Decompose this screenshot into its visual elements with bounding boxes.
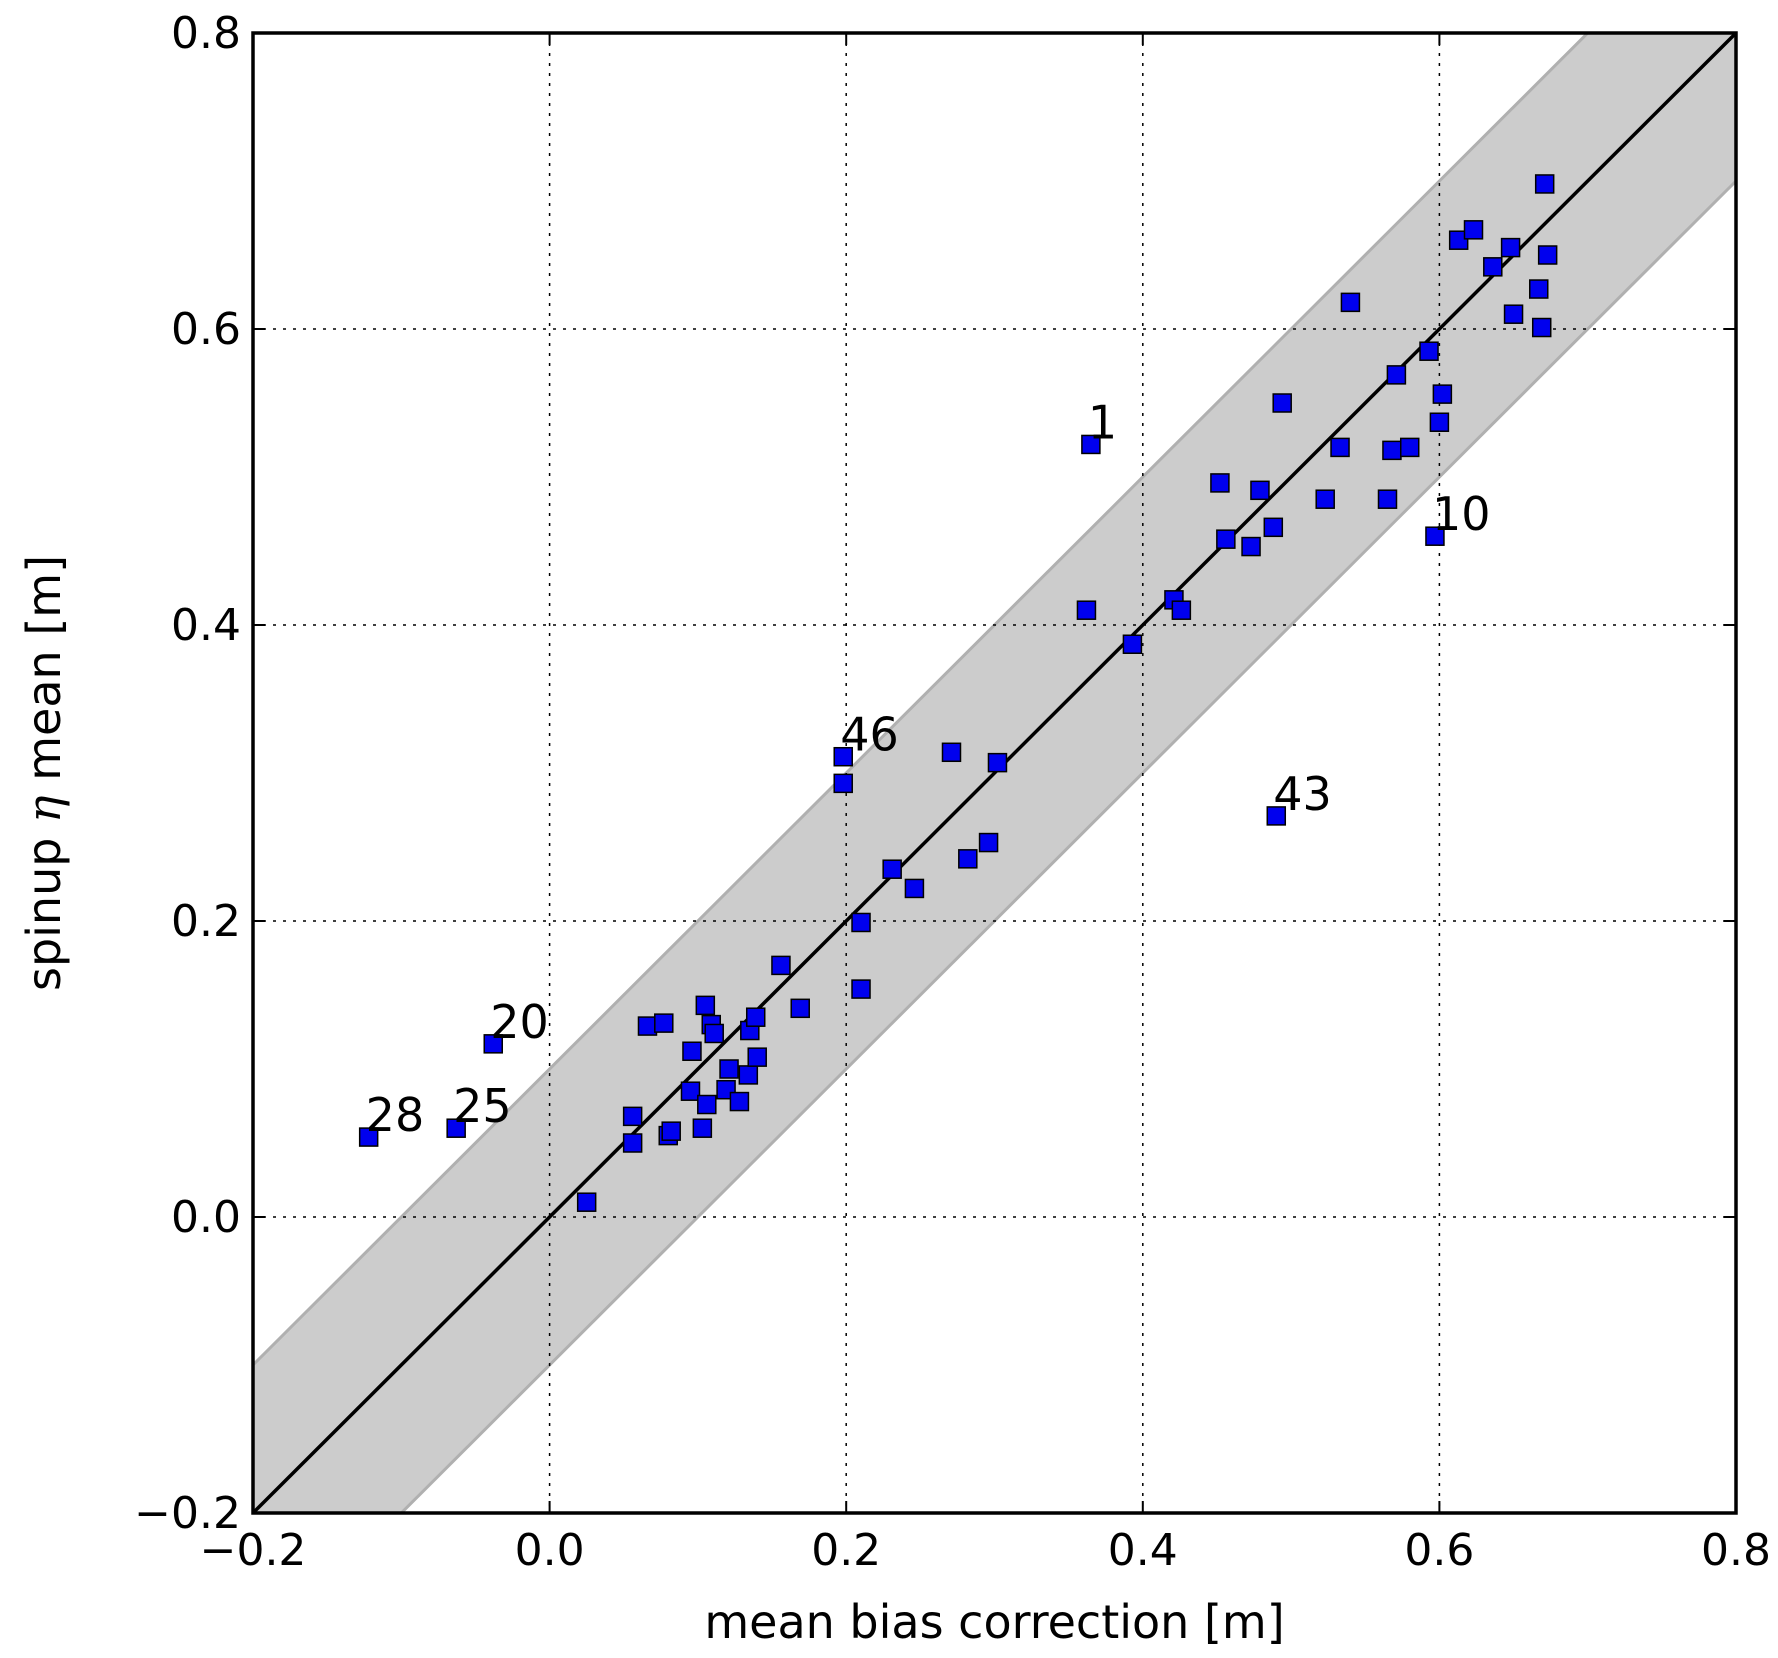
data-point	[695, 995, 716, 1016]
data-point	[1382, 440, 1402, 461]
data-point	[661, 1121, 681, 1141]
x-tick-label: 0.2	[811, 1525, 881, 1576]
y-tick-label: 0.6	[171, 304, 241, 355]
data-point	[958, 849, 978, 869]
eta-symbol: η	[17, 795, 71, 823]
data-point	[446, 1118, 466, 1138]
x-tick-label: 0.0	[515, 1525, 585, 1576]
point-annotation: 1	[1088, 395, 1117, 449]
data-point	[1503, 304, 1524, 324]
data-point	[1122, 634, 1143, 654]
data-point	[882, 859, 902, 879]
data-points	[358, 174, 1558, 1212]
data-point	[1315, 489, 1335, 509]
x-tick-label: −0.2	[200, 1525, 307, 1576]
point-annotation: 10	[1432, 487, 1491, 541]
data-point	[833, 773, 853, 794]
data-point	[1419, 341, 1439, 361]
y-tick-label: 0.8	[171, 8, 241, 59]
y-axis-label-suffix: mean [m]	[17, 555, 71, 795]
data-point	[682, 1041, 702, 1061]
data-point	[1241, 536, 1261, 557]
data-point	[1330, 437, 1350, 458]
data-point	[704, 1023, 724, 1044]
data-point	[1534, 174, 1555, 194]
data-point	[1377, 489, 1398, 509]
data-point	[1216, 529, 1236, 549]
data-point	[1483, 257, 1503, 277]
data-point	[697, 1094, 717, 1115]
grid-lines	[253, 33, 1736, 1513]
data-point	[1500, 237, 1521, 258]
data-point	[1386, 365, 1407, 385]
data-point	[622, 1106, 643, 1127]
y-tick-label: −0.2	[134, 1488, 241, 1539]
data-point	[1432, 384, 1453, 404]
y-tick-label: 0.2	[171, 896, 241, 947]
data-point	[1081, 434, 1101, 455]
data-point	[719, 1059, 739, 1079]
y-axis-ticks: −0.2 0.0 0.2 0.4 0.6 0.8	[134, 8, 1736, 1539]
point-annotation: 25	[453, 1079, 512, 1133]
data-point	[1340, 292, 1361, 313]
data-point	[1463, 220, 1484, 240]
data-point	[1448, 230, 1469, 250]
data-point	[358, 1127, 379, 1147]
data-point	[622, 1133, 643, 1153]
x-tick-label: 0.6	[1404, 1525, 1474, 1576]
data-point	[654, 1013, 674, 1033]
data-point	[904, 878, 925, 899]
data-point	[1529, 279, 1549, 299]
data-point	[1250, 480, 1270, 501]
data-point	[978, 832, 999, 853]
data-point	[745, 1007, 766, 1027]
data-point	[1429, 412, 1450, 432]
data-point	[1266, 806, 1287, 826]
plot-frame	[251, 31, 1738, 1515]
x-tick-label: 0.8	[1701, 1525, 1771, 1576]
y-axis-label-prefix: spinup	[17, 823, 71, 991]
data-point	[1399, 437, 1420, 458]
y-tick-label: 0.4	[171, 600, 241, 651]
point-annotation: 20	[490, 995, 549, 1049]
y-tick-label: 0.0	[171, 1192, 241, 1243]
point-annotations: 1 10 46 43 20 28 25	[366, 395, 1491, 1142]
point-annotation: 43	[1273, 767, 1332, 821]
data-point	[692, 1118, 713, 1138]
x-tick-label: 0.4	[1108, 1525, 1178, 1576]
data-point	[941, 742, 962, 763]
data-point	[576, 1192, 597, 1212]
identity-line	[253, 33, 1736, 1513]
x-axis-label: mean bias correction [m]	[704, 1595, 1284, 1649]
x-axis-ticks: −0.2 0.0 0.2 0.4 0.6 0.8	[200, 33, 1771, 1576]
point-annotation: 28	[366, 1088, 425, 1142]
data-point	[680, 1081, 701, 1101]
data-point	[987, 752, 1008, 773]
data-point	[1076, 600, 1097, 620]
data-point	[1210, 473, 1230, 493]
data-point	[1537, 245, 1558, 265]
data-point	[637, 1016, 658, 1036]
point-annotation: 46	[840, 708, 899, 762]
data-point	[833, 746, 853, 767]
data-point	[729, 1091, 750, 1112]
data-point	[1531, 317, 1552, 338]
data-point	[851, 912, 871, 933]
data-point	[771, 955, 791, 976]
data-point	[1171, 600, 1192, 620]
y-axis-label: spinup η mean [m]	[17, 555, 71, 991]
data-point	[1263, 517, 1284, 538]
data-point	[1425, 526, 1445, 546]
data-point	[738, 1065, 759, 1085]
data-point	[483, 1034, 503, 1054]
data-point	[747, 1047, 767, 1067]
data-point	[1272, 393, 1292, 413]
data-point	[790, 998, 810, 1019]
data-point	[851, 979, 871, 999]
